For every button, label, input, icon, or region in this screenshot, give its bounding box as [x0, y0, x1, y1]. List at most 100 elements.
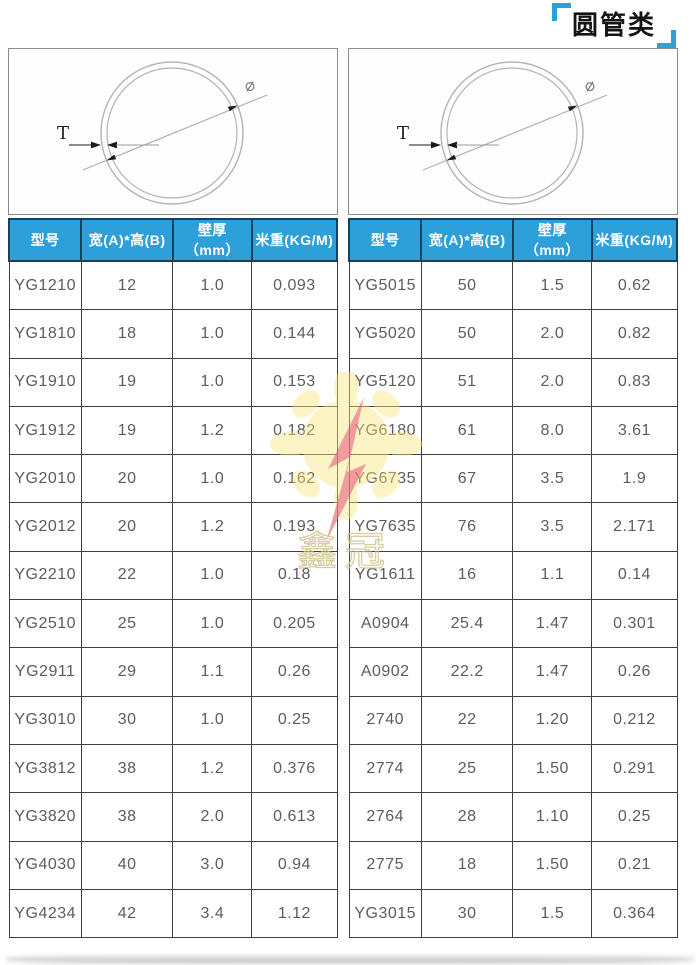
- cell-weight: 0.25: [251, 695, 338, 745]
- spec-table-right-header: 型号 宽(A)*高(B) 壁厚（mm） 米重(KG/M): [347, 218, 679, 262]
- thickness-arrow-right: [107, 141, 117, 149]
- cell-thickness: 1.20: [512, 695, 593, 745]
- cell-thickness: 1.0: [172, 695, 253, 745]
- table-row: YG4030 40 3.0 0.94: [8, 840, 338, 890]
- right-panel: ⌀ T 型号 宽(A)*高(B) 壁厚（mm） 米重(KG/M) YG5015 50 1.…: [347, 48, 679, 939]
- page-title: 圆管类: [571, 10, 656, 40]
- cell-thickness: 1.0: [172, 260, 253, 311]
- cell-model: YG1611: [348, 550, 422, 601]
- cell-model: A0902: [348, 647, 422, 697]
- table-row: YG2510 25 1.0 0.205: [8, 599, 338, 649]
- cell-size: 28: [420, 792, 514, 842]
- thickness-label: T: [397, 123, 409, 144]
- cell-model: 2740: [348, 695, 422, 745]
- cell-weight: 0.25: [591, 792, 678, 842]
- col-header-size: 宽(A)*高(B): [420, 218, 514, 262]
- table-row: 2764 28 1.10 0.25: [348, 792, 678, 842]
- diameter-arrow-lower: [446, 154, 457, 161]
- table-row: YG3820 38 2.0 0.613: [8, 792, 338, 842]
- cell-weight: 0.376: [251, 743, 338, 794]
- cell-weight: 3.61: [591, 405, 678, 456]
- table-row: 2775 18 1.50 0.21: [348, 840, 678, 890]
- cell-size: 38: [80, 792, 174, 842]
- cell-size: 25.4: [420, 599, 514, 649]
- left-panel: ⌀ T 型号 宽(A)*高(B) 壁厚（mm） 米重(KG/M) YG1210 12 1.…: [7, 48, 339, 939]
- tube-cross-section-diagram-left: ⌀ T: [8, 48, 338, 215]
- table-row: 2774 25 1.50 0.291: [348, 743, 678, 794]
- cell-model: YG3812: [8, 743, 82, 794]
- table-row: YG7635 76 3.5 2.171: [348, 502, 678, 552]
- cell-size: 76: [420, 502, 514, 552]
- cell-size: 12: [80, 260, 174, 311]
- cell-thickness: 1.0: [172, 550, 253, 601]
- cell-thickness: 3.5: [512, 454, 593, 504]
- cell-weight: 0.26: [251, 647, 338, 697]
- table-row: YG5120 51 2.0 0.83: [348, 357, 678, 407]
- cell-thickness: 1.0: [172, 357, 253, 407]
- cell-model: YG7635: [348, 502, 422, 552]
- cell-thickness: 1.1: [512, 550, 593, 601]
- thickness-arrow-right: [447, 141, 457, 149]
- table-row: YG2911 29 1.1 0.26: [8, 647, 338, 697]
- cell-thickness: 1.47: [512, 647, 593, 697]
- table-row: YG3015 30 1.5 0.364: [348, 888, 678, 939]
- title-bracket-top-left: [551, 3, 571, 21]
- table-row: YG1210 12 1.0 0.093: [8, 260, 338, 311]
- cell-thickness: 1.50: [512, 840, 593, 890]
- diameter-symbol: ⌀: [583, 75, 597, 96]
- tube-cross-section-diagram-right: ⌀ T: [348, 48, 678, 215]
- content-columns: ⌀ T 型号 宽(A)*高(B) 壁厚（mm） 米重(KG/M) YG1210 12 1.…: [7, 48, 679, 939]
- cell-size: 51: [420, 357, 514, 407]
- page-edge-shadow: [6, 954, 694, 964]
- table-row: YG2010 20 1.0 0.162: [8, 454, 338, 504]
- table-row: YG5020 50 2.0 0.82: [348, 309, 678, 359]
- cell-thickness: 3.5: [512, 502, 593, 552]
- cell-thickness: 1.2: [172, 743, 253, 794]
- cell-thickness: 1.0: [172, 309, 253, 359]
- cell-thickness: 1.0: [172, 454, 253, 504]
- cell-thickness: 1.5: [512, 888, 593, 939]
- cell-size: 50: [420, 260, 514, 311]
- col-header-weight: 米重(KG/M): [250, 218, 339, 262]
- cell-model: YG1210: [8, 260, 82, 311]
- cell-size: 18: [80, 309, 174, 359]
- cell-model: 2775: [348, 840, 422, 890]
- cell-weight: 0.291: [591, 743, 678, 794]
- cell-size: 22: [80, 550, 174, 601]
- cell-thickness: 2.0: [512, 309, 593, 359]
- cell-model: 2764: [348, 792, 422, 842]
- cell-model: YG1910: [8, 357, 82, 407]
- col-header-size: 宽(A)*高(B): [80, 218, 174, 262]
- cell-weight: 0.153: [251, 357, 338, 407]
- cell-weight: 1.9: [591, 454, 678, 504]
- cell-model: YG2012: [8, 502, 82, 552]
- spec-table-left: 型号 宽(A)*高(B) 壁厚（mm） 米重(KG/M) YG1210 12 1.0 0.0…: [7, 218, 339, 939]
- cell-model: YG3015: [348, 888, 422, 939]
- cell-size: 22.2: [420, 647, 514, 697]
- cell-size: 30: [80, 695, 174, 745]
- cell-weight: 0.212: [591, 695, 678, 745]
- cell-model: YG3010: [8, 695, 82, 745]
- table-row: YG2210 22 1.0 0.18: [8, 550, 338, 601]
- cell-model: YG5020: [348, 309, 422, 359]
- cell-size: 40: [80, 840, 174, 890]
- cell-model: YG1912: [8, 405, 82, 456]
- thickness-arrow-left: [431, 141, 441, 149]
- cell-model: YG5120: [348, 357, 422, 407]
- cell-weight: 0.205: [251, 599, 338, 649]
- cell-size: 29: [80, 647, 174, 697]
- cell-weight: 0.144: [251, 309, 338, 359]
- cell-thickness: 2.0: [512, 357, 593, 407]
- cell-weight: 0.18: [251, 550, 338, 601]
- diameter-arrow-upper: [567, 105, 578, 112]
- cell-thickness: 1.1: [172, 647, 253, 697]
- table-row: YG5015 50 1.5 0.62: [348, 260, 678, 311]
- spec-table-left-header: 型号 宽(A)*高(B) 壁厚（mm） 米重(KG/M): [7, 218, 339, 262]
- cell-thickness: 1.2: [172, 405, 253, 456]
- cell-model: A0904: [348, 599, 422, 649]
- cell-size: 20: [80, 502, 174, 552]
- cell-thickness: 1.0: [172, 599, 253, 649]
- cell-size: 42: [80, 888, 174, 939]
- cell-weight: 0.83: [591, 357, 678, 407]
